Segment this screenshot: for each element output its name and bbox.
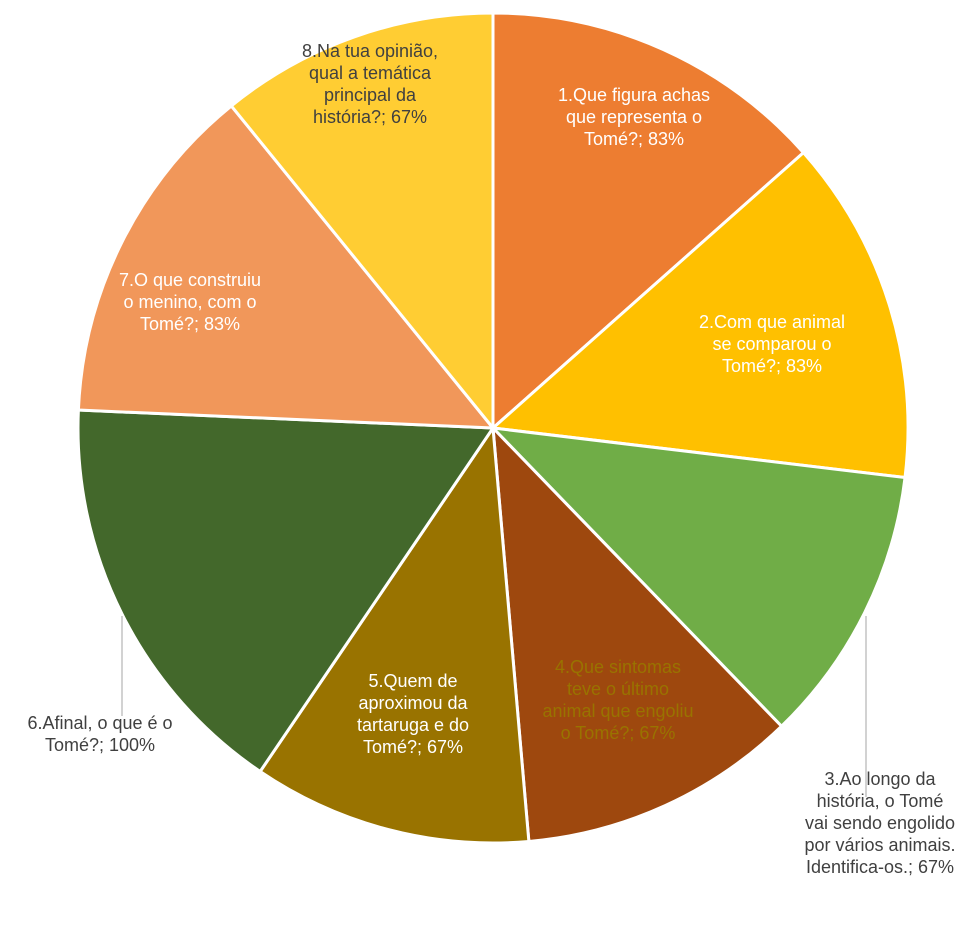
- slice-label-3-line-4: por vários animais.: [804, 835, 955, 855]
- slice-label-7-line-3: Tomé?; 83%: [140, 314, 240, 334]
- slice-label-7-line-2: o menino, com o: [123, 292, 256, 312]
- slice-label-5-line-3: tartaruga e do: [357, 715, 469, 735]
- slice-label-5-line-1: 5.Quem de: [368, 671, 457, 691]
- slice-label-2-line-3: Tomé?; 83%: [722, 356, 822, 376]
- slice-label-1-line-1: 1.Que figura achas: [558, 85, 710, 105]
- slice-label-6-line-2: Tomé?; 100%: [45, 735, 155, 755]
- slice-label-6-line-1: 6.Afinal, o que é o: [27, 713, 172, 733]
- slice-label-2-line-1: 2.Com que animal: [699, 312, 845, 332]
- slice-label-8-line-4: história?; 67%: [313, 107, 427, 127]
- slice-label-4-line-1: 4.Que sintomas: [555, 657, 681, 677]
- slice-label-4-line-3: animal que engoliu: [542, 701, 693, 721]
- pie-slices: [78, 13, 908, 843]
- slice-label-3: 3.Ao longo da história, o Tomé vai sendo e…: [804, 769, 955, 877]
- slice-label-3-line-1: 3.Ao longo da: [824, 769, 936, 789]
- slice-label-3-line-2: história, o Tomé: [817, 791, 944, 811]
- slice-label-4-line-2: teve o último: [567, 679, 669, 699]
- slice-label-8-line-1: 8.Na tua opinião,: [302, 41, 438, 61]
- slice-label-1-line-3: Tomé?; 83%: [584, 129, 684, 149]
- slice-label-2-line-2: se comparou o: [712, 334, 831, 354]
- slice-label-3-line-3: vai sendo engolido: [805, 813, 955, 833]
- slice-label-1-line-2: que representa o: [566, 107, 702, 127]
- slice-label-5-line-2: aproximou da: [358, 693, 468, 713]
- slice-label-8-line-3: principal da: [324, 85, 417, 105]
- slice-label-6: 6.Afinal, o que é o Tomé?; 100%: [27, 713, 172, 755]
- slice-label-7: 7.O que construiu o menino, com o Tomé?; 8…: [119, 270, 261, 334]
- slice-label-5-line-4: Tomé?; 67%: [363, 737, 463, 757]
- slice-label-3-line-5: Identifica-os.; 67%: [806, 857, 954, 877]
- slice-label-8-line-2: qual a temática: [309, 63, 432, 83]
- slice-label-7-line-1: 7.O que construiu: [119, 270, 261, 290]
- slice-label-4-line-4: o Tomé?; 67%: [561, 723, 676, 743]
